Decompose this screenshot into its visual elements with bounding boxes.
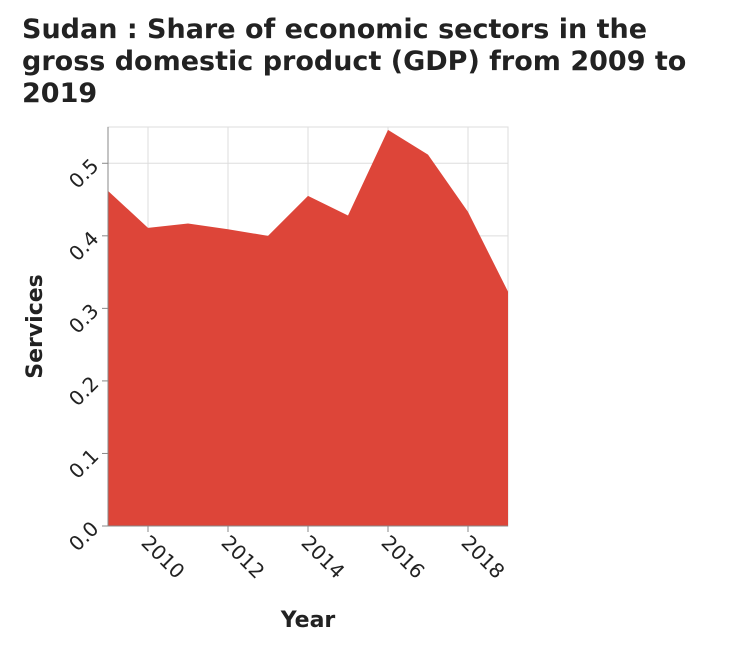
series-area: [108, 129, 508, 526]
y-tick-label-3: 0.3: [64, 299, 103, 338]
y-tick-label-5: 0.5: [64, 154, 103, 193]
y-tick-label-2: 0.2: [64, 371, 103, 410]
x-tick-label-3: 2016: [377, 530, 430, 583]
chart-title: Sudan : Share of economic sectors in the…: [22, 14, 687, 109]
y-tick-label-0: 0.0: [64, 516, 103, 555]
y-axis-title: Services: [23, 274, 48, 379]
x-tick-label-1: 2012: [217, 530, 270, 583]
y-tick-label-1: 0.1: [64, 444, 103, 483]
x-axis-title: Year: [280, 608, 336, 633]
axes: [102, 127, 508, 532]
x-tick-label-0: 2010: [137, 530, 190, 583]
x-tick-label-4: 2018: [457, 530, 510, 583]
x-tick-label-2: 2014: [297, 530, 350, 583]
y-tick-label-4: 0.4: [64, 226, 103, 265]
